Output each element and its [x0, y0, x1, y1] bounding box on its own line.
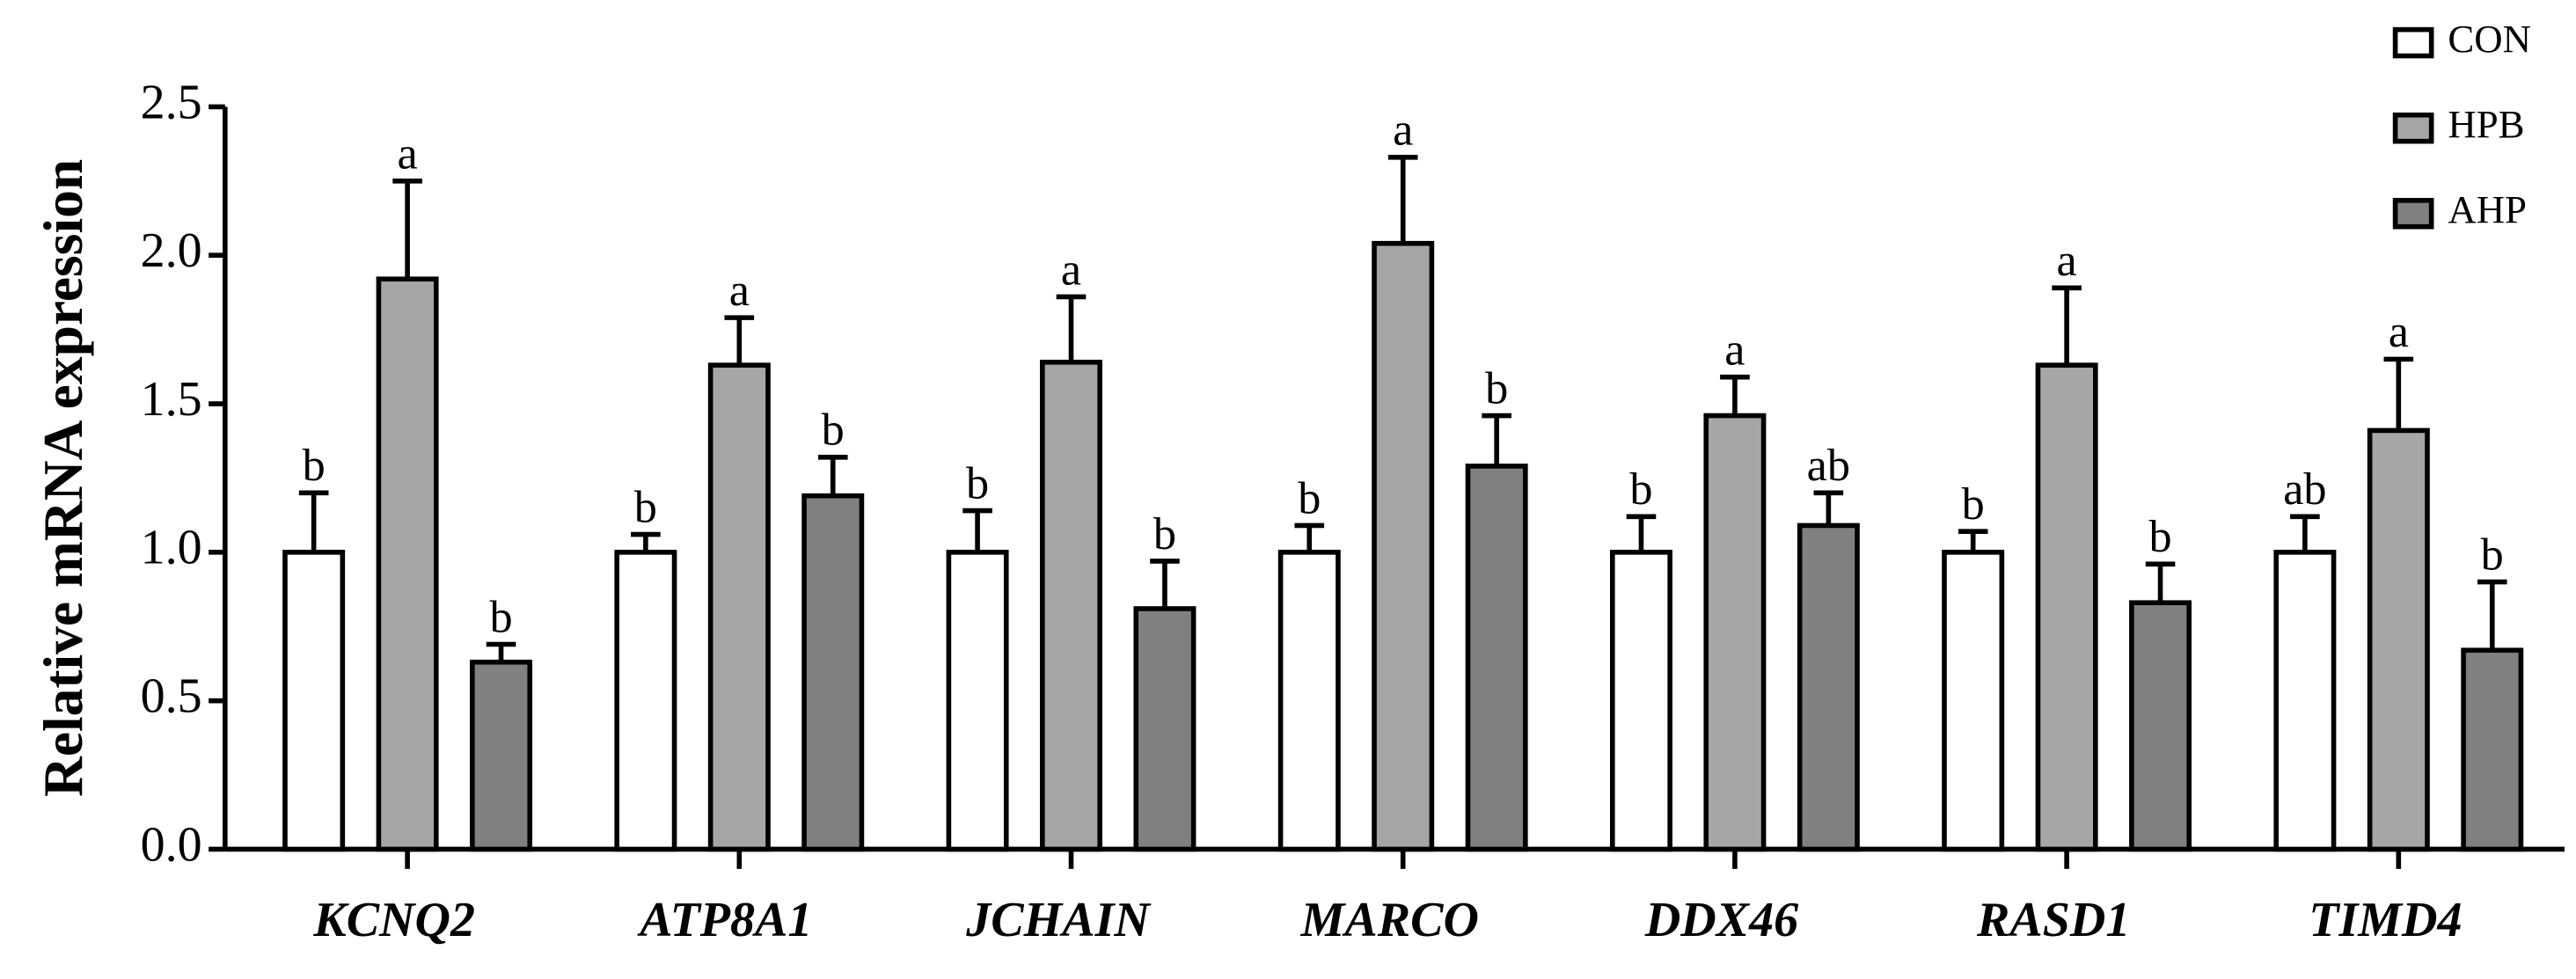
bar — [801, 493, 865, 852]
bar — [2367, 427, 2430, 852]
bar — [1942, 550, 2005, 852]
bar — [2273, 550, 2337, 852]
y-tick-label: 1.0 — [141, 521, 202, 575]
bar — [707, 362, 771, 852]
legend-label: AHP — [2448, 187, 2527, 231]
legend-swatch — [2392, 112, 2434, 144]
x-tick-label: RASD1 — [1976, 893, 2130, 947]
bar — [1703, 413, 1767, 852]
bar — [1277, 550, 1341, 852]
y-tick-label: 1.5 — [141, 372, 202, 427]
bar — [376, 276, 439, 852]
legend-swatch — [2392, 26, 2434, 59]
y-axis-label: Relative mRNA expression — [32, 159, 94, 797]
legend-swatch — [2392, 198, 2434, 230]
significance-label: b — [1298, 472, 1321, 523]
significance-label: b — [303, 440, 326, 491]
significance-label: a — [398, 128, 418, 179]
bar — [1040, 359, 1102, 852]
bar — [2035, 362, 2098, 852]
bar — [470, 659, 533, 852]
y-tick-label: 0.5 — [141, 669, 202, 724]
significance-label: b — [634, 481, 657, 532]
bar — [1133, 606, 1197, 852]
significance-label: a — [2057, 235, 2077, 286]
significance-label: b — [489, 591, 512, 642]
x-tick-label: JCHAIN — [965, 893, 1152, 947]
significance-label: a — [1393, 105, 1413, 156]
significance-label: ab — [2283, 464, 2326, 515]
significance-label: b — [966, 457, 989, 508]
x-tick-label: KCNQ2 — [312, 893, 475, 947]
legend-label: CON — [2448, 17, 2531, 61]
significance-label: b — [2481, 529, 2504, 580]
x-tick-label: DDX46 — [1644, 893, 1799, 947]
significance-label: a — [1061, 244, 1081, 295]
bar — [282, 550, 346, 852]
significance-label: a — [2389, 306, 2409, 357]
bar — [614, 550, 677, 852]
bar — [1797, 522, 1860, 852]
significance-label: a — [729, 265, 750, 316]
bar — [1610, 550, 1672, 852]
bar — [946, 550, 1009, 852]
significance-label: b — [1629, 464, 1652, 515]
x-tick-label: TIMD4 — [2309, 893, 2462, 947]
bar — [1465, 464, 1528, 852]
bar — [2129, 600, 2192, 852]
y-tick-label: 0.0 — [141, 817, 202, 872]
significance-label: ab — [1807, 440, 1850, 491]
bar — [2461, 647, 2524, 852]
significance-label: b — [1962, 479, 1985, 530]
significance-label: b — [1153, 508, 1176, 559]
x-tick-label: MARCO — [1300, 893, 1479, 947]
bar — [1372, 240, 1435, 852]
significance-label: b — [1485, 362, 1508, 413]
y-tick-label: 2.5 — [141, 75, 202, 129]
significance-label: b — [2148, 511, 2171, 562]
y-tick-label: 2.0 — [141, 223, 202, 278]
significance-label: b — [822, 405, 845, 456]
significance-label: a — [1724, 324, 1745, 375]
x-tick-label: ATP8A1 — [637, 893, 812, 947]
legend-label: HPB — [2448, 102, 2524, 146]
